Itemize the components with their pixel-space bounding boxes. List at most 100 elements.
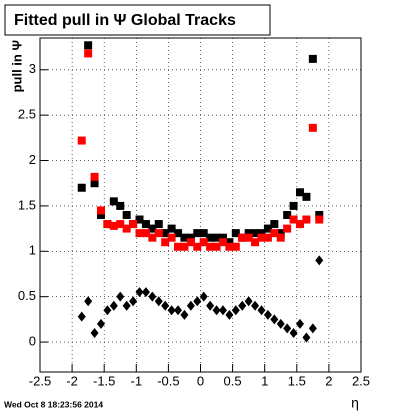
point — [315, 255, 324, 266]
point — [283, 224, 292, 233]
point — [276, 318, 285, 329]
point — [212, 305, 221, 316]
point — [251, 238, 260, 247]
y-tick-label: 2 — [29, 152, 36, 167]
x-tick-label: 0.5 — [224, 373, 242, 388]
point — [263, 233, 272, 242]
point — [103, 220, 112, 229]
point — [135, 215, 144, 224]
point — [167, 305, 176, 316]
point — [167, 224, 176, 233]
y-tick-label: 3 — [29, 61, 36, 76]
point — [174, 242, 183, 251]
x-tick-label: 2.5 — [352, 373, 370, 388]
point — [84, 296, 93, 307]
point — [257, 233, 266, 242]
point — [148, 233, 157, 242]
point — [308, 54, 317, 63]
point — [193, 242, 202, 251]
point — [199, 238, 208, 247]
point — [193, 229, 202, 238]
point — [174, 305, 183, 316]
point — [257, 305, 266, 316]
point — [186, 300, 195, 311]
point — [270, 314, 279, 325]
y-tick-label: 1 — [29, 243, 36, 258]
point — [174, 229, 183, 238]
point — [283, 210, 292, 219]
point — [206, 233, 215, 242]
point — [212, 233, 221, 242]
point — [225, 238, 234, 247]
x-tick-label: 0 — [197, 373, 204, 388]
point — [161, 238, 170, 247]
point — [90, 179, 99, 188]
point — [84, 41, 93, 50]
point — [193, 296, 202, 307]
point — [122, 224, 131, 233]
y-tick-label: 1.5 — [18, 197, 36, 212]
point — [244, 296, 253, 307]
point — [276, 233, 285, 242]
point — [302, 215, 311, 224]
x-tick-label: -1.5 — [93, 373, 115, 388]
point — [276, 229, 285, 238]
point — [263, 224, 272, 233]
x-tick-label: 1 — [261, 373, 268, 388]
point — [103, 305, 112, 316]
point — [135, 287, 144, 298]
point — [289, 201, 298, 210]
point — [167, 233, 176, 242]
point — [231, 229, 240, 238]
point — [225, 309, 234, 320]
point — [141, 220, 150, 229]
point — [244, 229, 253, 238]
point — [180, 242, 189, 251]
point — [135, 229, 144, 238]
y-tick-label: 2.5 — [18, 107, 36, 122]
point — [315, 215, 324, 224]
point — [270, 220, 279, 229]
point — [141, 287, 150, 298]
y-tick-label: 0 — [29, 333, 36, 348]
point — [315, 210, 324, 219]
point — [289, 327, 298, 338]
point — [161, 229, 170, 238]
point — [283, 323, 292, 334]
point — [296, 220, 305, 229]
point — [148, 291, 157, 302]
point — [296, 318, 305, 329]
x-tick-label: 2 — [325, 373, 332, 388]
point — [148, 224, 157, 233]
point — [109, 197, 118, 206]
point — [199, 229, 208, 238]
point — [141, 229, 150, 238]
point — [231, 242, 240, 251]
x-tick-label: -0.5 — [157, 373, 179, 388]
point — [212, 242, 221, 251]
point — [302, 332, 311, 343]
point — [186, 233, 195, 242]
point — [122, 210, 131, 219]
point — [180, 309, 189, 320]
point — [308, 323, 317, 334]
point — [251, 229, 260, 238]
point — [186, 238, 195, 247]
point — [109, 300, 118, 311]
point — [109, 221, 118, 230]
point — [116, 291, 125, 302]
point — [116, 201, 125, 210]
point — [302, 192, 311, 201]
x-axis-label: η — [351, 395, 359, 411]
point — [90, 327, 99, 338]
point — [77, 183, 86, 192]
point — [206, 300, 215, 311]
x-tick-label: 1.5 — [288, 373, 306, 388]
point — [257, 229, 266, 238]
point — [154, 220, 163, 229]
point — [238, 233, 247, 242]
point — [154, 229, 163, 238]
point — [263, 309, 272, 320]
point — [116, 220, 125, 229]
